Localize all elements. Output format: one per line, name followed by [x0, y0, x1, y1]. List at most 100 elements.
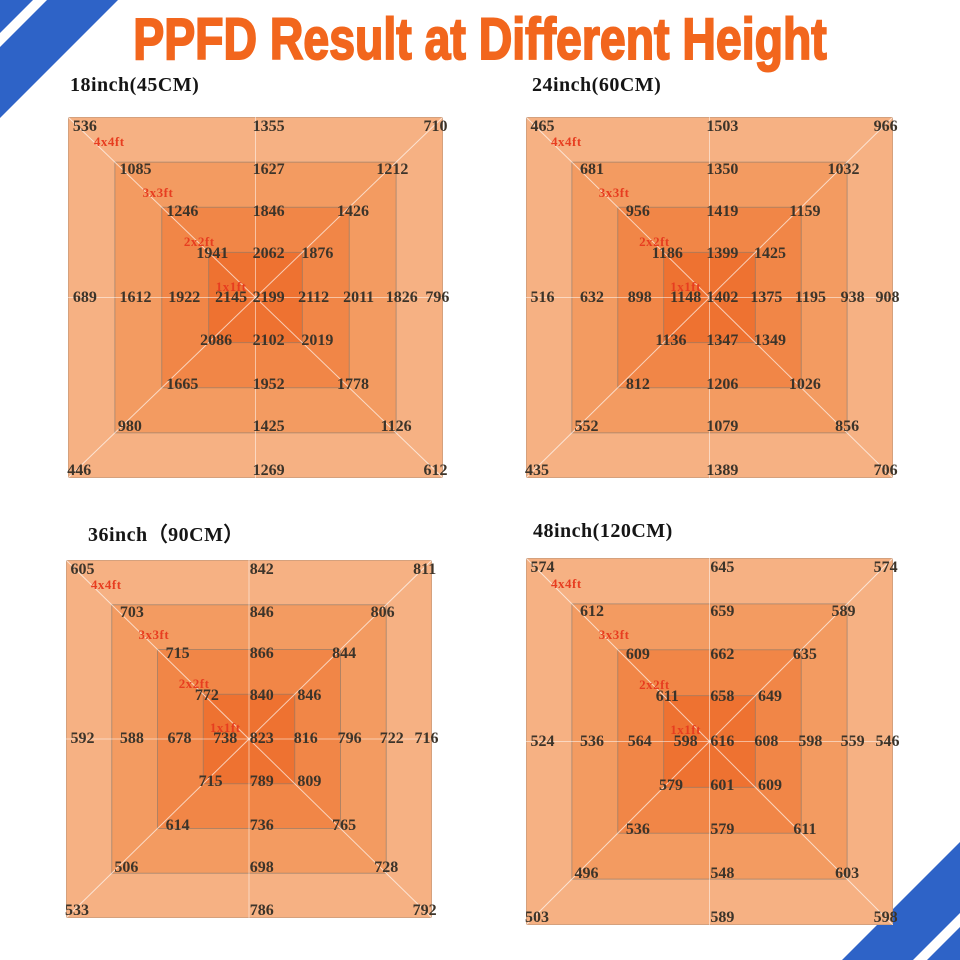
ppfd-value: 1347 [706, 331, 739, 349]
ring-size-label: 3x3ft [598, 627, 630, 643]
ppfd-value: 728 [374, 858, 399, 876]
ppfd-value: 1085 [119, 161, 152, 179]
ppfd-value: 716 [414, 730, 439, 747]
corner-stripe-bottom-right-icon [842, 842, 960, 960]
ppfd-value: 908 [875, 288, 900, 306]
ppfd-value: 2086 [200, 331, 233, 349]
ppfd-value: 658 [710, 688, 735, 706]
ring-squares [526, 117, 893, 478]
ppfd-value: 844 [332, 645, 357, 663]
ppfd-value: 1026 [788, 375, 821, 393]
ppfd-value: 446 [67, 461, 92, 479]
chart-title-24inch: 24inch(60CM) [532, 74, 662, 96]
ppfd-value: 579 [710, 821, 735, 839]
ppfd-value: 846 [249, 603, 274, 621]
ring-size-label: 2x2ft [639, 233, 670, 249]
ppfd-value: 1665 [166, 375, 199, 393]
ppfd-value: 609 [625, 645, 650, 663]
ppfd-value: 789 [249, 772, 274, 790]
ppfd-value: 603 [835, 864, 860, 882]
ppfd-plot-24inch: 465 1503 966 681 1350 1032 956 1419 1159 1186 1399… [525, 117, 899, 479]
ppfd-value: 611 [655, 688, 679, 706]
ppfd-value: 2145 [215, 288, 248, 306]
ppfd-value: 608 [754, 732, 779, 750]
ppfd-value: 589 [831, 602, 856, 620]
ppfd-value: 1195 [794, 288, 826, 306]
ppfd-value: 1375 [750, 288, 783, 306]
ppfd-value: 765 [332, 816, 357, 834]
ppfd-value: 612 [423, 461, 448, 479]
ppfd-value: 1419 [706, 202, 739, 220]
ppfd-value: 1402 [706, 288, 739, 306]
ppfd-value: 635 [792, 645, 817, 663]
ppfd-value: 866 [249, 645, 274, 663]
ppfd-value: 1399 [706, 245, 739, 263]
stripe-outer [0, 0, 118, 118]
chart-title-48inch: 48inch(120CM) [533, 520, 673, 542]
ppfd-value: 2112 [298, 288, 330, 306]
ppfd-value: 496 [574, 864, 599, 882]
chart-title-18inch: 18inch(45CM) [70, 74, 200, 96]
ppfd-value: 706 [873, 461, 898, 479]
ppfd-value: 1425 [754, 245, 787, 263]
main-title: PPFD Result at Different Height [132, 6, 827, 73]
ppfd-value: 2102 [252, 331, 285, 349]
ppfd-value: 698 [249, 858, 274, 876]
ppfd-value: 806 [370, 603, 395, 621]
ppfd-value: 809 [297, 772, 322, 790]
ppfd-value: 772 [194, 687, 219, 705]
ppfd-value: 1425 [252, 418, 285, 436]
ring-size-label: 1x1ft [209, 720, 241, 736]
ppfd-value: 598 [798, 732, 823, 750]
ppfd-value: 616 [710, 732, 735, 750]
ring-size-label: 2x2ft [639, 676, 670, 692]
ppfd-value: 645 [710, 559, 735, 577]
ppfd-value: 536 [580, 732, 605, 750]
ppfd-plot-48inch: 574 645 574 612 659 589 609 662 635 611 658 649 524 5… [525, 558, 899, 926]
ppfd-value: 548 [710, 864, 735, 882]
ppfd-value: 1350 [706, 161, 739, 179]
ppfd-value: 1126 [380, 418, 412, 436]
ppfd-value: 856 [835, 418, 860, 436]
ppfd-value: 1922 [168, 288, 201, 306]
ppfd-value: 840 [249, 687, 274, 705]
ppfd-value: 1952 [252, 375, 285, 393]
ppfd-value: 1032 [827, 161, 860, 179]
ppfd-value: 1503 [706, 118, 739, 136]
stripe-inner [927, 927, 960, 960]
ppfd-value: 435 [525, 461, 549, 479]
ppfd-value: 614 [165, 816, 190, 834]
ppfd-value: 816 [293, 730, 318, 747]
ppfd-value: 786 [249, 901, 274, 919]
ppfd-value: 898 [627, 288, 652, 306]
ppfd-value: 1136 [655, 331, 687, 349]
ppfd-value: 598 [873, 908, 898, 926]
ppfd-value: 1079 [706, 418, 739, 436]
ppfd-value: 536 [625, 821, 650, 839]
ring-size-label: 2x2ft [183, 233, 215, 249]
chart-title-36inch: 36inch（90CM） [88, 524, 244, 546]
ppfd-value: 559 [840, 732, 865, 750]
ppfd-value: 1148 [670, 288, 702, 306]
ppfd-value: 503 [525, 908, 549, 926]
ppfd-value: 574 [530, 559, 555, 577]
ppfd-value: 2011 [343, 288, 375, 306]
ring-size-label: 4x4ft [551, 575, 582, 591]
ring-size-label: 1x1ft [215, 278, 247, 294]
ppfd-value: 609 [758, 776, 783, 794]
ppfd-value: 956 [625, 202, 650, 220]
ppfd-value: 536 [72, 118, 97, 136]
ppfd-value: 2062 [252, 245, 285, 263]
ppfd-value: 796 [337, 730, 362, 747]
ring-size-label: 1x1ft [670, 722, 701, 738]
ppfd-value: 533 [64, 901, 89, 919]
ppfd-value: 1212 [376, 161, 409, 179]
ppfd-value: 846 [297, 687, 322, 705]
ppfd-value: 588 [119, 730, 144, 747]
ppfd-value: 703 [119, 603, 144, 621]
ppfd-value: 966 [873, 118, 898, 136]
ppfd-value: 649 [758, 688, 783, 706]
ppfd-value: 715 [165, 645, 190, 663]
ppfd-value: 564 [627, 732, 652, 750]
ring-size-label: 4x4ft [90, 577, 122, 593]
